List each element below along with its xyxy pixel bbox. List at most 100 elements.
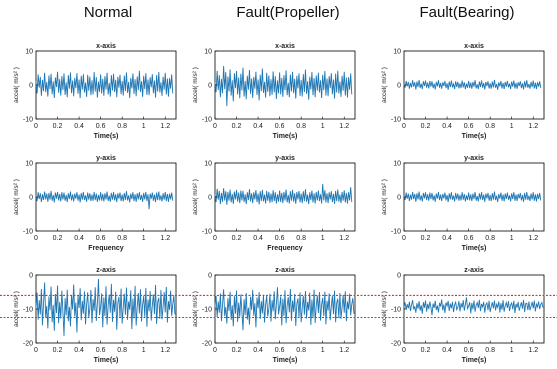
- panel-x-propeller-xtick-label: 0.2: [232, 123, 242, 130]
- panel-y-bearing-xtick-label: 0: [402, 235, 406, 242]
- panel-z-normal-xtick-label: 0.6: [96, 347, 106, 354]
- panel-x-propeller-xtick-label: 1.2: [339, 123, 349, 130]
- panel-z-bearing-xtick-label: 0.8: [485, 347, 495, 354]
- panel-z-propeller-xtick-label: 1: [321, 347, 325, 354]
- panel-x-bearing-title: x-axis: [464, 43, 484, 50]
- column-title-normal: Normal: [83, 4, 133, 21]
- panel-z-propeller-signal-line: [214, 287, 355, 331]
- panel-x-propeller-ytick-label: 10: [204, 49, 212, 56]
- panel-x-normal-xlabel: Time(s): [94, 133, 119, 140]
- panel-z-bearing-xtick-label: 1.2: [528, 347, 538, 354]
- panel-x-normal-ytick-label: -10: [23, 117, 33, 124]
- panel-z-normal-xtick-label: 0.2: [53, 347, 63, 354]
- panel-y-bearing-ytick-label: 10: [393, 161, 401, 168]
- panel-x-normal-xtick-label: 0.2: [53, 123, 63, 130]
- panel-y-propeller-title: y-axis: [275, 155, 295, 162]
- panel-x-propeller-ytick-label: 0: [208, 83, 212, 90]
- panel-y-normal-xtick-label: 0.8: [117, 235, 127, 242]
- panel-x-bearing-xtick-label: 0.2: [421, 123, 431, 130]
- panel-x-normal-ylabel: accel( m/s² ): [13, 67, 20, 103]
- panel-z-bearing-xtick-label: 0.6: [464, 347, 474, 354]
- panel-y-normal-xtick-label: 0: [34, 235, 38, 242]
- panel-z-bearing-ytick-label: 0: [397, 273, 401, 280]
- panel-z-normal-signal-line: [35, 279, 176, 336]
- panel-y-bearing-title: y-axis: [464, 155, 484, 162]
- panel-y-bearing-xtick-label: 1: [510, 235, 514, 242]
- panel-x-bearing-xtick-label: 0: [402, 123, 406, 130]
- panel-x-normal-xtick-label: 0: [34, 123, 38, 130]
- panel-y-propeller-ytick-label: 0: [208, 195, 212, 202]
- panel-y-propeller-xtick-label: 1.2: [339, 235, 349, 242]
- panel-z-bearing-xtick-label: 1: [510, 347, 514, 354]
- panel-x-normal-xtick-label: 1.2: [160, 123, 170, 130]
- panel-y-normal-ylabel: accel( m/s² ): [13, 179, 20, 215]
- panel-y-bearing-xtick-label: 0.8: [485, 235, 495, 242]
- panel-z-normal-ytick-label: -10: [23, 307, 33, 314]
- column-title-bearing: Fault(Bearing): [419, 4, 515, 21]
- panel-z-bearing-ytick-label: -20: [391, 341, 401, 348]
- panel-z-propeller-xtick-label: 0.4: [253, 347, 263, 354]
- panel-y-propeller-ylabel: accel( m/s² ): [192, 179, 199, 215]
- panel-x-propeller-xlabel: Time(s): [273, 133, 298, 140]
- panel-x-normal-xtick-label: 0.4: [74, 123, 84, 130]
- panel-x-normal-xtick-label: 1: [142, 123, 146, 130]
- panel-x-propeller-xtick-label: 0.6: [275, 123, 285, 130]
- panel-z-propeller-ytick-label: -10: [202, 307, 212, 314]
- panel-x-propeller-xtick-label: 0.4: [253, 123, 263, 130]
- panel-z-propeller-xtick-label: 0.6: [275, 347, 285, 354]
- panel-y-propeller-xtick-label: 0.2: [232, 235, 242, 242]
- panel-y-bearing-ylabel: accel( m/s² ): [381, 179, 388, 215]
- panel-x-bearing-xtick-label: 0.6: [464, 123, 474, 130]
- panel-x-bearing-xtick-label: 0.4: [442, 123, 452, 130]
- panel-z-normal-xtick-label: 1.2: [160, 347, 170, 354]
- panel-z-normal-title: z-axis: [96, 267, 116, 274]
- panel-x-bearing-xtick-label: 1.2: [528, 123, 538, 130]
- panel-x-bearing-ylabel: accel( m/s² ): [381, 67, 388, 103]
- panel-z-propeller-ytick-label: 0: [208, 273, 212, 280]
- panel-y-bearing-ytick-label: -10: [391, 229, 401, 236]
- panel-z-bearing-signal-line: [403, 297, 544, 316]
- panel-z-bearing-xtick-label: 0.2: [421, 347, 431, 354]
- panel-z-propeller-xtick-label: 0.8: [296, 347, 306, 354]
- panel-y-propeller-signal-line: [214, 184, 353, 205]
- panel-z-bearing-axes-box: [403, 274, 545, 344]
- panel-z-normal-xlabel: Time(s): [94, 357, 119, 364]
- panel-z-propeller-xtick-label: 0.2: [232, 347, 242, 354]
- panel-x-bearing-ytick-label: 10: [393, 49, 401, 56]
- panel-z-normal-xtick-label: 1: [142, 347, 146, 354]
- panel-y-propeller-xtick-label: 0: [213, 235, 217, 242]
- column-title-propeller: Fault(Propeller): [236, 4, 340, 21]
- panel-z-normal-ytick-label: 0: [29, 273, 33, 280]
- panel-y-propeller-ytick-label: -10: [202, 229, 212, 236]
- panel-y-bearing-xtick-label: 1.2: [528, 235, 538, 242]
- panel-y-propeller-xtick-label: 0.6: [275, 235, 285, 242]
- panel-y-normal-xtick-label: 1: [142, 235, 146, 242]
- panel-z-propeller-ytick-label: -20: [202, 341, 212, 348]
- panel-x-normal-xtick-label: 0.8: [117, 123, 127, 130]
- panel-x-bearing-xlabel: Time(s): [462, 133, 487, 140]
- panel-z-normal-xtick-label: 0.4: [74, 347, 84, 354]
- panel-x-propeller-signal-line: [214, 65, 353, 107]
- panel-x-bearing-xtick-label: 0.8: [485, 123, 495, 130]
- panel-z-normal-ylabel: accel( m/s² ): [13, 291, 20, 327]
- panel-x-normal-xtick-label: 0.6: [96, 123, 106, 130]
- panel-y-normal-xlabel: Frequency: [88, 245, 124, 252]
- panel-z-normal-xtick-label: 0: [34, 347, 38, 354]
- panel-y-propeller-xlabel: Frequency: [267, 245, 303, 252]
- panel-y-propeller-xtick-label: 0.4: [253, 235, 263, 242]
- panel-x-propeller-xtick-label: 0: [213, 123, 217, 130]
- panel-z-propeller-ylabel: accel( m/s² ): [192, 291, 199, 327]
- panel-x-propeller-ytick-label: -10: [202, 117, 212, 124]
- panel-x-bearing-ytick-label: 0: [397, 83, 401, 90]
- panel-y-normal-signal-line: [35, 190, 174, 210]
- panel-z-normal-xtick-label: 0.8: [117, 347, 127, 354]
- panel-y-propeller-xtick-label: 0.8: [296, 235, 306, 242]
- panel-x-bearing-ytick-label: -10: [391, 117, 401, 124]
- panel-z-bearing-xlabel: Time(s): [462, 357, 487, 364]
- panel-y-normal-xtick-label: 1.2: [160, 235, 170, 242]
- panel-z-bearing-title: z-axis: [464, 267, 484, 274]
- panel-x-normal-ytick-label: 10: [25, 49, 33, 56]
- panel-y-bearing-ytick-label: 0: [397, 195, 401, 202]
- panel-z-bearing-xtick-label: 0: [402, 347, 406, 354]
